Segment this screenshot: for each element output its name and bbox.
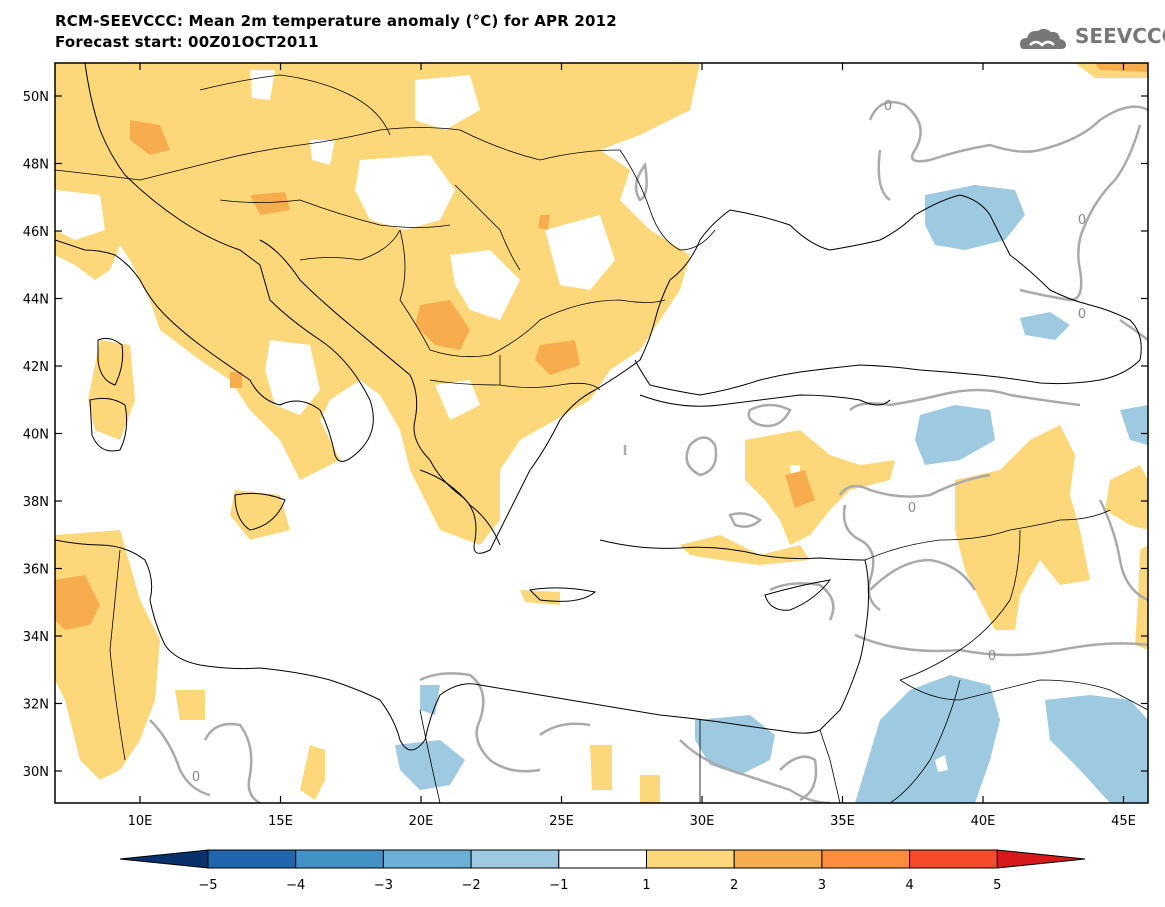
colorbar-label: −3 [374, 878, 393, 893]
lat-label: 34N [23, 630, 49, 645]
colorbar-label: −1 [549, 878, 568, 893]
warm2-anomaly-cores [55, 63, 1148, 630]
contour-label: 0 [192, 770, 200, 785]
colorbar-label: 5 [993, 878, 1001, 893]
lon-label: 15E [268, 814, 293, 829]
logo-text: SEEVCCC [1075, 24, 1165, 48]
contour-label: 0 [908, 501, 916, 516]
longitude-labels: 10E 15E 20E 25E 30E 35E 40E 45E [128, 814, 1136, 829]
lon-label: 30E [690, 814, 715, 829]
colorbar-label: 3 [818, 878, 826, 893]
colorbar-label: 4 [905, 878, 913, 893]
lat-label: 30N [23, 765, 49, 780]
colorbar-segment [382, 849, 472, 869]
colorbar-segment [470, 849, 560, 869]
lat-label: 38N [23, 495, 49, 510]
country-borders [55, 74, 1148, 803]
lat-label: 44N [23, 293, 49, 308]
colorbar-label: 1 [642, 878, 650, 893]
contour-label: 0 [988, 649, 996, 664]
lat-label: 36N [23, 563, 49, 578]
lon-label: 25E [549, 814, 574, 829]
colorbar-segment [909, 849, 998, 869]
lon-label: 40E [971, 814, 996, 829]
lat-label: 42N [23, 360, 49, 375]
colorbar-label: −5 [198, 878, 217, 893]
colorbar-segment [207, 849, 297, 869]
seevccc-cloud-logo-icon [1020, 28, 1066, 49]
lon-label: 10E [128, 814, 153, 829]
colorbar-segment [646, 849, 735, 869]
latitude-labels: 50N 48N 46N 44N 42N 40N 38N 36N 34N 32N 30N [23, 90, 49, 780]
lat-label: 48N [23, 158, 49, 173]
colorbar-arrow-low [119, 849, 209, 869]
lon-label: 45E [1111, 814, 1136, 829]
contour-label: 0 [884, 99, 892, 114]
coastlines [55, 63, 1142, 751]
lat-label: 46N [23, 225, 49, 240]
map-title: RCM-SEEVCCC: Mean 2m temperature anomaly… [55, 12, 617, 30]
lat-label: 40N [23, 428, 49, 443]
colorbar-segment [558, 849, 647, 869]
lon-label: 20E [409, 814, 434, 829]
contour-labels: 0 0 0 0 0 0 [192, 99, 1086, 785]
colorbar-label: 2 [730, 878, 738, 893]
colorbar-segment [733, 849, 823, 869]
forecast-start-label: Forecast start: 00Z01OCT2011 [55, 33, 319, 51]
lat-label: 32N [23, 698, 49, 713]
colorbar-segment [295, 849, 384, 869]
contour-label: 0 [1078, 213, 1086, 228]
neutral-holes [55, 70, 800, 480]
lat-label: 50N [23, 90, 49, 105]
contour-label: 0 [1078, 307, 1086, 322]
colorbar-label: −4 [286, 878, 305, 893]
lon-label: 35E [830, 814, 855, 829]
zero-contours [149, 100, 1148, 803]
cool-anomaly-areas [395, 185, 1148, 803]
colorbar-label: −2 [462, 878, 481, 893]
colorbar-arrow-high [996, 849, 1086, 869]
colorbar-segment [821, 849, 911, 869]
